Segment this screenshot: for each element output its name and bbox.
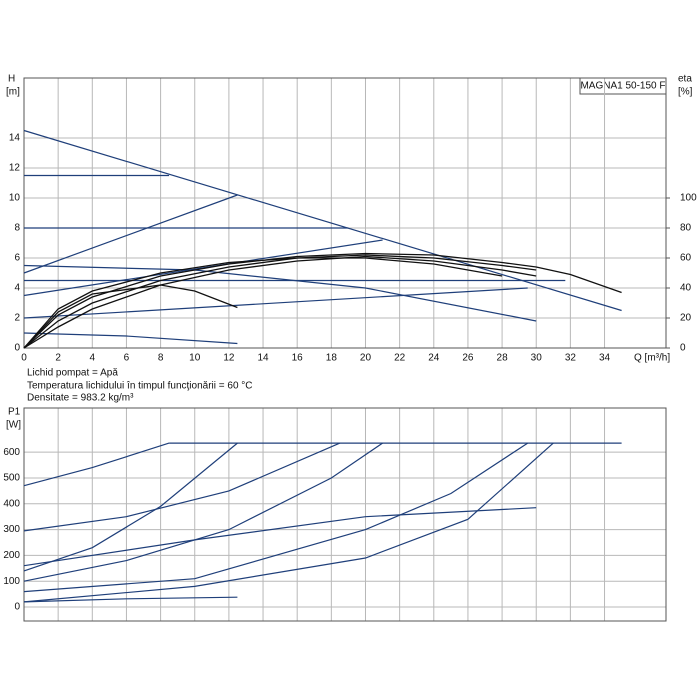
y-tick-label: 500: [3, 473, 20, 484]
curve: [23, 332, 238, 345]
x-tick-label: 16: [292, 353, 304, 364]
plot-frame: [23, 77, 667, 349]
x-tick-label: 0: [21, 353, 27, 364]
y-tick-label: 10: [9, 193, 21, 204]
y2-tick-label: 0: [680, 343, 686, 354]
curve: [23, 442, 529, 593]
y2-tick-label: 80: [680, 223, 692, 234]
y-tick-label: 14: [9, 133, 21, 144]
x-tick-label: 26: [462, 353, 474, 364]
note: Densitate = 983.2 kg/m³: [27, 393, 134, 404]
y-label: P1: [8, 407, 21, 418]
y-label: [m]: [6, 87, 20, 98]
curve: [23, 442, 170, 487]
y-tick-label: 200: [3, 550, 20, 561]
x-tick-label: 20: [360, 353, 372, 364]
note: Lichid pompat = Apă: [27, 368, 118, 379]
curve: [23, 442, 238, 572]
x-tick-label: 24: [428, 353, 440, 364]
y-tick-label: 400: [3, 498, 20, 509]
x-tick-label: 22: [394, 353, 406, 364]
curve: [23, 596, 238, 603]
x-tick-label: 8: [158, 353, 164, 364]
x-tick-label: 4: [90, 353, 96, 364]
y-label: [W]: [6, 420, 21, 431]
curve: [23, 254, 537, 349]
curve: [23, 287, 528, 319]
y-tick-label: 2: [14, 313, 20, 324]
y2-label: eta: [678, 74, 692, 85]
y-tick-label: 300: [3, 524, 20, 535]
y-tick-label: 0: [14, 343, 20, 354]
y2-tick-label: 60: [680, 253, 692, 264]
y-tick-label: 4: [14, 283, 20, 294]
y-label: H: [8, 74, 15, 85]
x-tick-label: 28: [497, 353, 509, 364]
x-tick-label: 2: [55, 353, 61, 364]
curve: [23, 442, 554, 603]
y-tick-label: 12: [9, 163, 21, 174]
y-tick-label: 0: [14, 602, 20, 613]
y2-tick-label: 20: [680, 313, 692, 324]
x-tick-label: 10: [189, 353, 201, 364]
curve: [23, 507, 537, 567]
curve: [23, 264, 537, 322]
curve: [23, 255, 537, 349]
x-label: Q [m³/h]: [634, 353, 670, 364]
curve: [23, 252, 622, 349]
y-tick-label: 600: [3, 447, 20, 458]
chart-title: MAGNA1 50-150 F: [580, 81, 665, 92]
curve: [23, 239, 383, 297]
y2-tick-label: 40: [680, 283, 692, 294]
curve: [23, 194, 238, 274]
note: Temperatura lichidului în timpul funcţio…: [27, 381, 253, 392]
curve: [23, 442, 383, 582]
y-tick-label: 8: [14, 223, 20, 234]
x-tick-label: 32: [565, 353, 577, 364]
x-tick-label: 12: [223, 353, 235, 364]
x-tick-label: 14: [257, 353, 269, 364]
y2-label: [%]: [678, 87, 693, 98]
y-tick-label: 100: [3, 576, 20, 587]
x-tick-label: 18: [326, 353, 338, 364]
x-tick-label: 34: [599, 353, 611, 364]
x-tick-label: 6: [124, 353, 130, 364]
y2-tick-label: 100: [680, 193, 697, 204]
y-tick-label: 6: [14, 253, 20, 264]
x-tick-label: 30: [531, 353, 543, 364]
plot-frame: [23, 407, 667, 622]
curve: [23, 284, 238, 349]
curve: [23, 442, 341, 532]
curve: [23, 257, 503, 349]
